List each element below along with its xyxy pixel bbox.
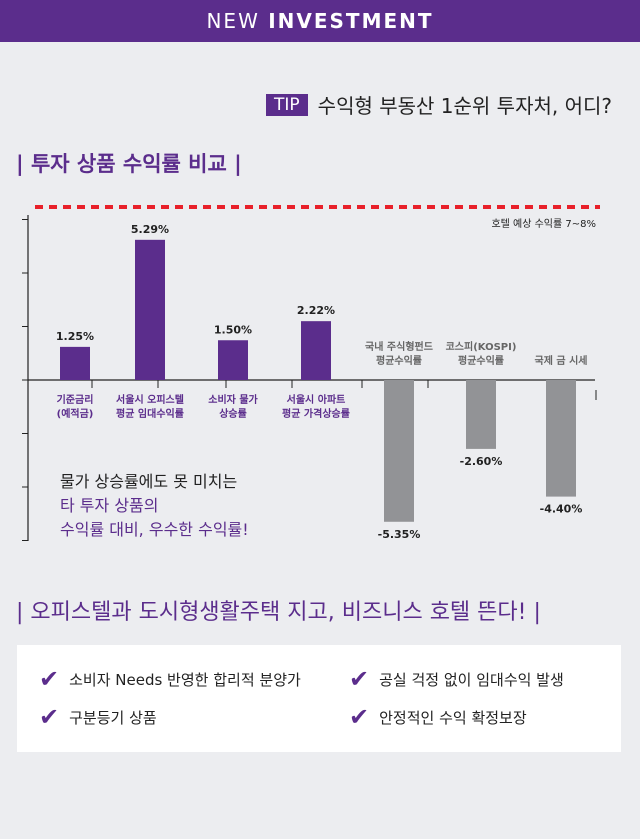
category-label: 국제 금 시세 <box>535 354 588 367</box>
category-label: 소비자 물가 <box>208 393 258 406</box>
bar <box>218 340 248 380</box>
check-icon: ✔ <box>349 703 370 731</box>
feature-text: 구분등기 상품 <box>69 708 157 727</box>
header-bold: INVESTMENT <box>268 9 434 33</box>
header-light: NEW <box>206 9 269 33</box>
tip-badge: TIP <box>266 93 308 116</box>
feature-text: 소비자 Needs 반영한 합리적 분양가 <box>69 670 301 689</box>
feature-item: ✔ 소비자 Needs 반영한 합리적 분양가 <box>39 665 301 693</box>
check-icon: ✔ <box>39 703 60 731</box>
category-label: 서울시 오피스텔 <box>116 393 184 406</box>
bar <box>466 380 496 449</box>
category-label: 서울시 아파트 <box>287 393 346 406</box>
bar <box>546 380 576 497</box>
note-line-3: 수익률 대비, 우수한 수익률! <box>60 520 249 539</box>
category-label: 코스피(KOSPI) <box>446 340 517 353</box>
value-label: 1.50% <box>214 323 252 336</box>
category-label: 평균 임대수익률 <box>116 407 184 420</box>
value-label: 5.29% <box>131 223 169 236</box>
value-label: 1.25% <box>56 330 94 343</box>
feature-item: ✔ 안정적인 수익 확정보장 <box>349 703 527 731</box>
category-label: 평균수익률 <box>376 354 422 367</box>
category-label: 기준금리 <box>57 393 94 406</box>
category-label: 평균수익률 <box>458 354 504 367</box>
note-line-2: 타 투자 상품의 <box>60 496 159 515</box>
value-label: -4.40% <box>540 503 583 516</box>
category-label: 국내 주식형펀드 <box>365 340 433 353</box>
section-title-comparison: | 투자 상품 수익률 비교 | <box>16 152 242 176</box>
bar <box>301 321 331 380</box>
check-icon: ✔ <box>39 665 60 693</box>
returns-bar-chart: 호텔 예상 수익률 7~8% 1.25% 기준금리(예적금) 5.29% 서울시 오피스… <box>22 205 600 541</box>
bar <box>60 346 90 380</box>
tip-line: TIP 수익형 부동산 1순위 투자처, 어디? <box>266 90 612 119</box>
header-banner: NEW INVESTMENT <box>0 0 640 42</box>
value-label: 2.22% <box>297 304 335 317</box>
feature-text: 공실 걱정 없이 임대수익 발생 <box>379 670 564 689</box>
category-label: (예적금) <box>57 407 94 420</box>
value-label: -5.35% <box>378 528 421 541</box>
category-label: 평균 가격상승률 <box>282 407 350 420</box>
feature-box: ✔ 소비자 Needs 반영한 합리적 분양가 ✔ 구분등기 상품 ✔ 공실 걱정 없… <box>17 645 621 752</box>
check-icon: ✔ <box>349 665 370 693</box>
bar <box>135 239 165 380</box>
value-label: -2.60% <box>460 455 503 468</box>
tip-text: 수익형 부동산 1순위 투자처, 어디? <box>317 94 612 118</box>
category-label: 상승률 <box>219 407 247 420</box>
reference-line-label: 호텔 예상 수익률 7~8% <box>491 218 596 230</box>
chart-note: 물가 상승률에도 못 미치는 타 투자 상품의 수익률 대비, 우수한 수익률! <box>60 470 249 542</box>
feature-item: ✔ 구분등기 상품 <box>39 703 157 731</box>
feature-text: 안정적인 수익 확정보장 <box>379 708 527 727</box>
note-line-1: 물가 상승률에도 못 미치는 <box>60 472 238 491</box>
section-title-hotel: | 오피스텔과 도시형생활주택 지고, 비즈니스 호텔 뜬다! | <box>16 600 541 625</box>
feature-item: ✔ 공실 걱정 없이 임대수익 발생 <box>349 665 564 693</box>
bar <box>384 380 414 522</box>
